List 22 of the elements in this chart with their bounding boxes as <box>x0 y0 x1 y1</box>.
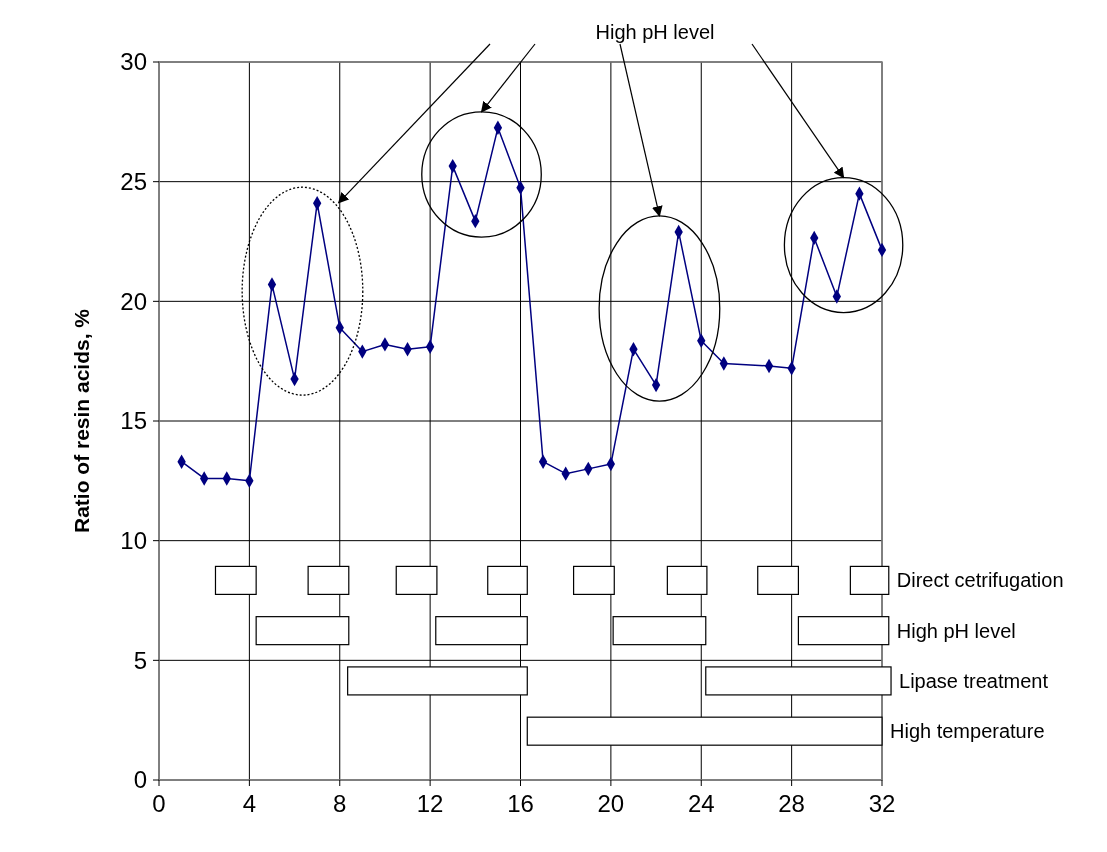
y-tick-label: 20 <box>120 287 147 315</box>
x-tick-label: 12 <box>416 790 444 817</box>
x-tick-label: 32 <box>868 790 896 817</box>
y-tick-label: 30 <box>120 48 147 76</box>
x-tick-label: 16 <box>507 790 534 817</box>
x-tick-label: 4 <box>242 790 257 817</box>
y-axis-title: Ratio of resin acids, % <box>70 308 93 534</box>
text: High pH level <box>896 619 1016 642</box>
x-tick-label: 24 <box>687 790 715 817</box>
y-tick-label: 5 <box>133 646 147 674</box>
text: Lipase treatment <box>899 669 1049 692</box>
text: Direct cetrifugation <box>896 569 1064 592</box>
x-tick-label: 8 <box>333 790 347 817</box>
y-tick-label: 25 <box>120 168 147 196</box>
y-tick-label: 0 <box>133 766 147 794</box>
x-tick-label: 28 <box>778 790 805 817</box>
y-tick-label: 10 <box>120 527 147 555</box>
text: High temperature <box>890 720 1045 743</box>
x-tick-label: 0 <box>152 790 166 817</box>
text: High pH level <box>595 21 715 43</box>
x-tick-label: 20 <box>597 790 625 817</box>
y-tick-label: 15 <box>120 407 147 435</box>
